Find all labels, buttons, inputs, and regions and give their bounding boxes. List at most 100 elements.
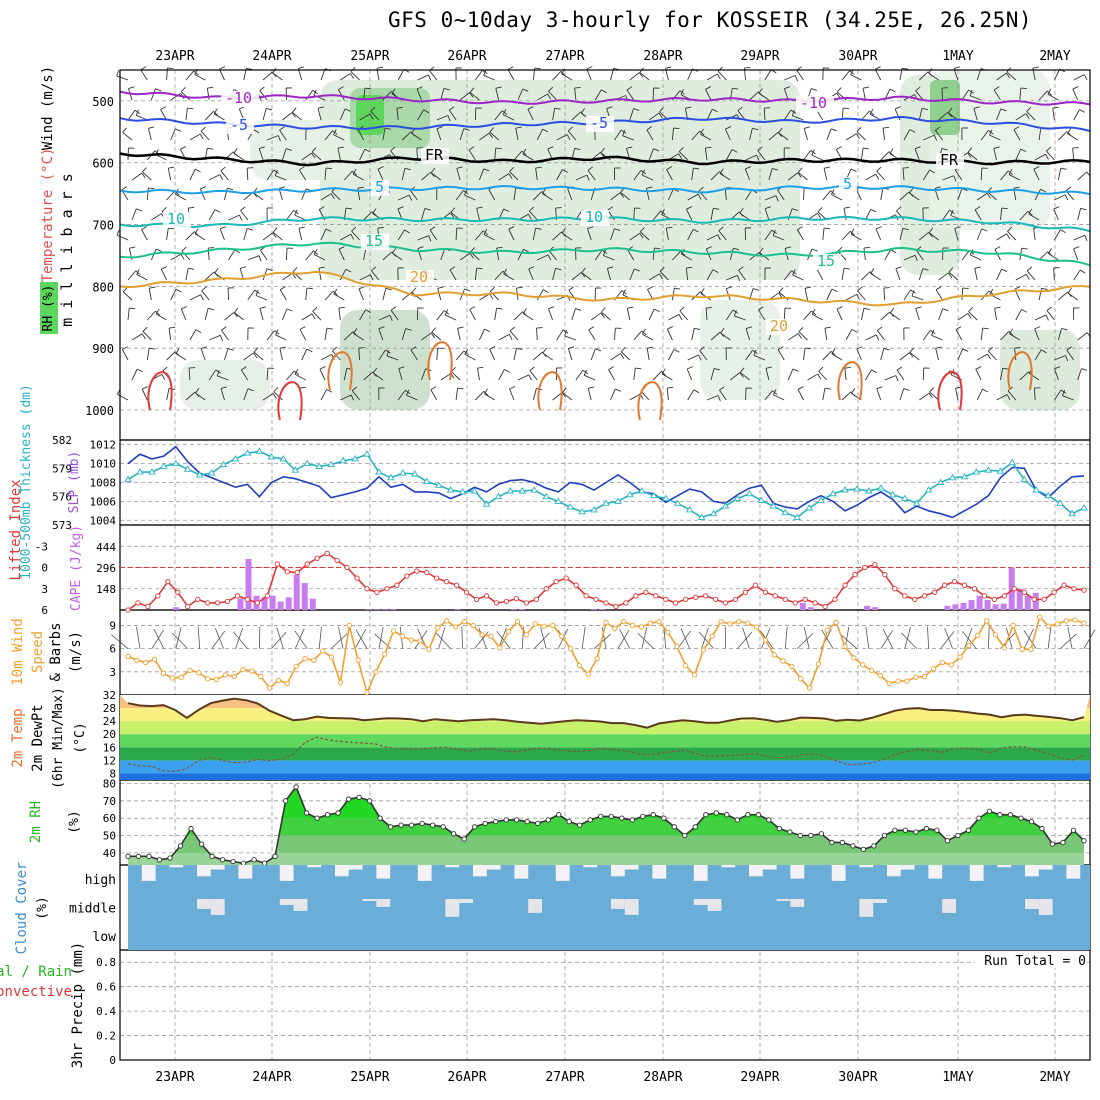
- wind-barb: [369, 113, 374, 120]
- wind-barb: [1005, 627, 1013, 649]
- cloud-cover-middle: [873, 899, 887, 903]
- wind-barb: [508, 226, 515, 230]
- wind-barb: [168, 227, 175, 230]
- cloud-cover-high: [238, 865, 253, 879]
- lifted-index-line-marker: [981, 593, 988, 599]
- wind-barb: [1008, 331, 1014, 336]
- wind-barb: [469, 87, 475, 93]
- wind-barb: [417, 74, 429, 81]
- wind-barb: [680, 250, 686, 256]
- thickness-series-line-marker: [805, 504, 813, 511]
- wind-barb: [136, 208, 143, 212]
- wind-barb: [626, 86, 633, 91]
- wind-barb: [527, 109, 534, 121]
- wind-barb: [739, 372, 744, 378]
- wind-barb: [601, 89, 607, 94]
- wind-barb: [529, 370, 538, 381]
- wind-barb: [875, 226, 882, 230]
- wind-barb: [1019, 371, 1029, 381]
- wind-barb: [301, 152, 312, 161]
- cape-bar: [968, 600, 975, 610]
- rh-series-line-marker: [535, 820, 541, 827]
- lifted-index-line-marker: [692, 594, 699, 600]
- wind-barb: [918, 108, 923, 121]
- wind-barb: [298, 228, 303, 241]
- lifted-index-line-marker: [254, 600, 261, 606]
- wind-barb: [273, 391, 283, 401]
- thickness-series-line-marker: [745, 489, 754, 497]
- wind-barb: [350, 71, 360, 81]
- wind-barb: [227, 187, 234, 191]
- wind-barb: [503, 114, 515, 121]
- date-label-bottom: 2MAY: [1039, 1070, 1070, 1085]
- wind-barb: [994, 246, 1001, 250]
- lifted-index-line-marker: [463, 589, 470, 595]
- wind-speed-line-marker: [868, 667, 875, 673]
- wind-barb: [994, 306, 1001, 309]
- wind-barb: [299, 386, 306, 389]
- wind-barb: [554, 107, 561, 110]
- wind-barb: [498, 173, 510, 181]
- wind-barb: [542, 352, 553, 361]
- wind-barb: [915, 306, 922, 309]
- wind-barb: [954, 226, 961, 229]
- wind-barb: [736, 275, 741, 282]
- wind-barb: [568, 286, 574, 291]
- contour-label: 15: [365, 232, 383, 250]
- wind-barb: [535, 166, 542, 169]
- wind-barb: [180, 87, 186, 92]
- wind-barb: [1065, 186, 1072, 192]
- wind-barb: [463, 350, 469, 356]
- wind-barb: [131, 333, 143, 341]
- wind-barb: [1046, 150, 1055, 161]
- wind-barb: [547, 254, 552, 261]
- wind-barb: [286, 210, 294, 221]
- wind-barb: [155, 88, 162, 92]
- wind-barb: [301, 188, 307, 201]
- date-label-top: 27APR: [545, 49, 584, 64]
- rh-series-line-marker: [608, 813, 614, 820]
- wind-barb: [478, 627, 487, 649]
- wind-barb: [324, 168, 327, 181]
- wind-barb: [875, 173, 880, 180]
- wind-barb: [160, 106, 167, 110]
- wind-barb: [417, 235, 429, 241]
- lifted-index-line-marker: [732, 596, 739, 603]
- wind-barb: [725, 149, 733, 161]
- wind-barb: [948, 271, 959, 281]
- wind-barb: [1054, 194, 1066, 201]
- wind-barb: [199, 188, 206, 201]
- wind-barb: [705, 307, 708, 321]
- rh-series-line-marker: [892, 827, 898, 833]
- wind-barb: [1009, 333, 1021, 341]
- wind-barb: [792, 274, 804, 281]
- wind-barb: [705, 89, 712, 101]
- wind-barb: [306, 348, 313, 353]
- rh-series-line-marker: [944, 838, 951, 844]
- cloud-cover-high: [1038, 865, 1053, 870]
- wind-barb: [870, 208, 877, 213]
- rh-series-line-marker: [251, 857, 257, 863]
- wind-barb: [495, 88, 500, 101]
- wind-barb: [1014, 348, 1017, 361]
- rh-series-line-marker: [377, 815, 383, 821]
- wind-barb: [271, 632, 287, 649]
- cape-bar: [1024, 595, 1031, 610]
- thickness-series-line-marker: [817, 496, 825, 503]
- wind-barb: [1072, 148, 1075, 161]
- rh-series-line-marker: [293, 784, 299, 790]
- cloud-cover-middle: [1038, 899, 1053, 915]
- wind-barb: [189, 169, 196, 181]
- wind-barb: [532, 228, 537, 241]
- wind-barb: [483, 234, 495, 241]
- wind-barb: [275, 329, 279, 336]
- wind-barb: [455, 190, 464, 201]
- wind-barb: [478, 328, 485, 341]
- wind-barb: [429, 229, 438, 241]
- wind-barb: [185, 391, 196, 401]
- thickness-series-line-marker: [315, 462, 323, 469]
- wind-barb: [938, 308, 944, 321]
- wind-tick-label: 9: [109, 619, 116, 632]
- wind-barb: [397, 229, 405, 241]
- wind-speed-line-marker: [266, 685, 273, 691]
